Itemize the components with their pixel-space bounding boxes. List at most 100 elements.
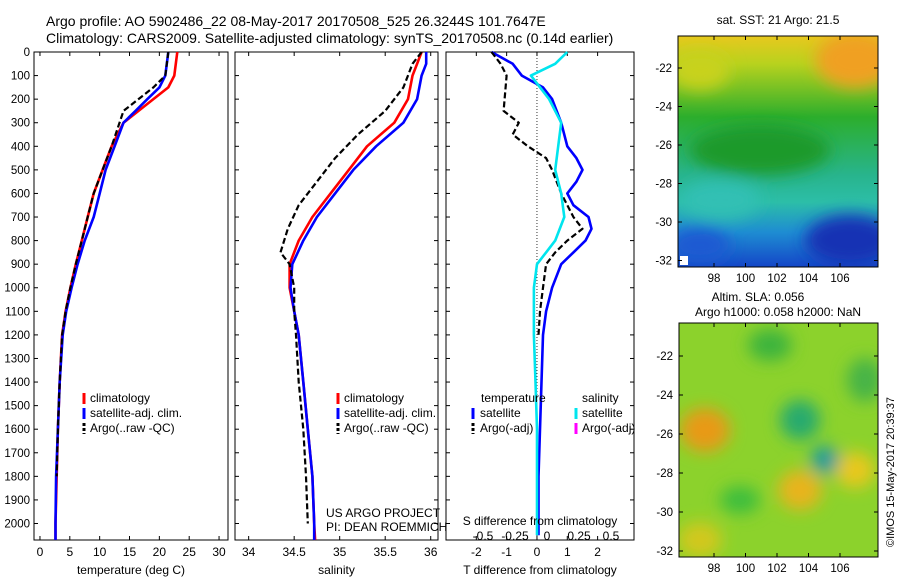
x-tick-label: 2 bbox=[594, 545, 601, 559]
map-x-tick-label: 104 bbox=[799, 563, 819, 575]
map-x-tick-label: 102 bbox=[767, 563, 786, 575]
y-tick-label: 1200 bbox=[4, 330, 30, 342]
series-satellite-adj-clim bbox=[54, 51, 170, 540]
legend-heading-salinity: salinity bbox=[582, 391, 619, 405]
map-x-tick-label: 98 bbox=[708, 563, 721, 575]
y-tick-label: 500 bbox=[11, 165, 30, 177]
y-tick-label: 1100 bbox=[5, 306, 30, 318]
map-y-tick-label: -26 bbox=[655, 140, 672, 152]
y-tick-label: 600 bbox=[11, 188, 30, 200]
x-tick-label: 10 bbox=[93, 545, 107, 559]
header-line-2: Climatology: CARS2009. Satellite-adjuste… bbox=[46, 30, 614, 46]
map-y-tick-label: -24 bbox=[656, 390, 673, 402]
legend-label: satellite-adj. clim. bbox=[344, 406, 436, 420]
y-tick-label: 700 bbox=[11, 212, 30, 224]
legend-label: climatology bbox=[344, 391, 404, 405]
x-tick-label: 35.5 bbox=[374, 545, 398, 559]
x-tick-label: 34 bbox=[242, 545, 256, 559]
sst-map: sat. SST: 21 Argo: 21.5 -22 -24 -26 -28 -30 -… bbox=[655, 13, 879, 285]
map-y-tick-label: -22 bbox=[656, 351, 673, 363]
x-tick-label: -2 bbox=[471, 545, 482, 559]
sla-map: Altim. SLA: 0.056 Argo h1000: 0.058 h200… bbox=[656, 290, 879, 575]
x-axis-label: salinity bbox=[318, 563, 355, 577]
difference-panel: -2 -1 0 1 2T difference from climatologytemp… bbox=[445, 50, 635, 577]
y-tick-label: 1000 bbox=[4, 283, 30, 295]
map-y-tick-label: -32 bbox=[655, 256, 672, 268]
y-tick-label: 400 bbox=[11, 141, 30, 153]
panel-frame bbox=[234, 51, 439, 541]
series-argo-raw-qc bbox=[55, 51, 170, 477]
s-tick-label: 0 bbox=[544, 529, 551, 543]
s-tick-label: -0.5 bbox=[473, 529, 494, 543]
y-tick-label: 1600 bbox=[4, 424, 30, 436]
series-argo-raw-qc bbox=[279, 51, 423, 524]
y-tick-label: 200 bbox=[11, 94, 30, 106]
map-x-tick-label: 100 bbox=[736, 273, 755, 285]
x-tick-label: 15 bbox=[123, 545, 137, 559]
legend-label: Argo(-adj) bbox=[480, 421, 533, 435]
map-x-tick-label: 102 bbox=[767, 273, 786, 285]
legend-label: Argo(-adj) bbox=[582, 421, 635, 435]
legend-label: climatology bbox=[90, 391, 150, 405]
header-line-1: Argo profile: AO 5902486_22 08-May-2017 … bbox=[46, 13, 546, 29]
x-tick-label: -1 bbox=[501, 545, 512, 559]
legend-label: Argo(..raw -QC) bbox=[90, 421, 175, 435]
project-annotation: US ARGO PROJECT bbox=[326, 506, 441, 520]
series-argo-adj bbox=[490, 51, 584, 335]
x-tick-label: 30 bbox=[212, 545, 226, 559]
map-y-tick-label: -22 bbox=[655, 63, 672, 75]
legend-label: satellite bbox=[480, 406, 521, 420]
map-y-tick-label: -28 bbox=[655, 179, 672, 191]
map-y-tick-label: -32 bbox=[656, 546, 673, 558]
series-climatology bbox=[54, 51, 179, 540]
map-y-tick-label: -24 bbox=[655, 102, 672, 114]
y-tick-label: 1800 bbox=[4, 471, 30, 483]
panel-frame bbox=[33, 51, 229, 541]
map-x-tick-label: 106 bbox=[830, 563, 849, 575]
series-s-satellite bbox=[529, 51, 569, 536]
y-tick-label: 1500 bbox=[4, 401, 30, 413]
panel-frame bbox=[445, 51, 635, 541]
x-axis-label: temperature (deg C) bbox=[77, 563, 185, 577]
legend-label: Argo(..raw -QC) bbox=[344, 421, 429, 435]
legend-label: satellite-adj. clim. bbox=[90, 406, 182, 420]
y-tick-label: 0 bbox=[24, 47, 30, 59]
s-tick-label: 0.25 bbox=[567, 529, 591, 543]
sst-map-title: sat. SST: 21 Argo: 21.5 bbox=[717, 13, 840, 27]
temperature-panel: 0 5 10 15 20 25 30 temperature (deg C) 0 100 200 30… bbox=[4, 47, 229, 577]
sla-map-title-2: Argo h1000: 0.058 h2000: NaN bbox=[695, 305, 861, 319]
x-tick-label: 0 bbox=[534, 545, 541, 559]
map-x-tick-label: 104 bbox=[799, 273, 819, 285]
map-y-tick-label: -30 bbox=[656, 507, 673, 519]
series-satellite-adj-clim bbox=[289, 52, 428, 540]
x-tick-label: 0 bbox=[37, 545, 44, 559]
sla-map-title-1: Altim. SLA: 0.056 bbox=[712, 290, 805, 304]
x-axis-label: T difference from climatology bbox=[463, 563, 617, 577]
imos-footer: ©IMOS 15-May-2017 20:39:37 bbox=[885, 397, 897, 547]
x-tick-label: 36 bbox=[424, 545, 438, 559]
map-x-tick-label: 98 bbox=[708, 273, 721, 285]
argo-location-marker bbox=[680, 256, 688, 265]
project-annotation: PI: DEAN ROEMMICH bbox=[326, 520, 447, 534]
map-y-tick-label: -30 bbox=[655, 217, 672, 229]
y-tick-label: 1900 bbox=[4, 495, 30, 507]
s-tick-label: 0.5 bbox=[603, 529, 620, 543]
series-satellite bbox=[490, 50, 593, 536]
legend-label: satellite bbox=[582, 406, 623, 420]
map-x-tick-label: 100 bbox=[736, 563, 755, 575]
s-tick-label: -0.25 bbox=[501, 529, 529, 543]
y-tick-label: 300 bbox=[11, 118, 30, 130]
y-tick-label: 1300 bbox=[4, 353, 30, 365]
x-tick-label: 1 bbox=[564, 545, 571, 559]
salinity-panel: 34 34.5 35 35.5 36 salinity climatologysatelli… bbox=[234, 51, 447, 577]
x-tick-label: 20 bbox=[153, 545, 167, 559]
y-tick-label: 1400 bbox=[4, 377, 30, 389]
x-tick-label: 34.5 bbox=[282, 545, 306, 559]
y-tick-label: 100 bbox=[11, 71, 30, 83]
s-difference-label: S difference from climatology bbox=[463, 514, 618, 528]
legend-heading-temperature: temperature bbox=[481, 391, 546, 405]
map-x-tick-label: 106 bbox=[830, 273, 849, 285]
map-y-tick-label: -28 bbox=[656, 468, 673, 480]
y-tick-label: 900 bbox=[11, 259, 30, 271]
